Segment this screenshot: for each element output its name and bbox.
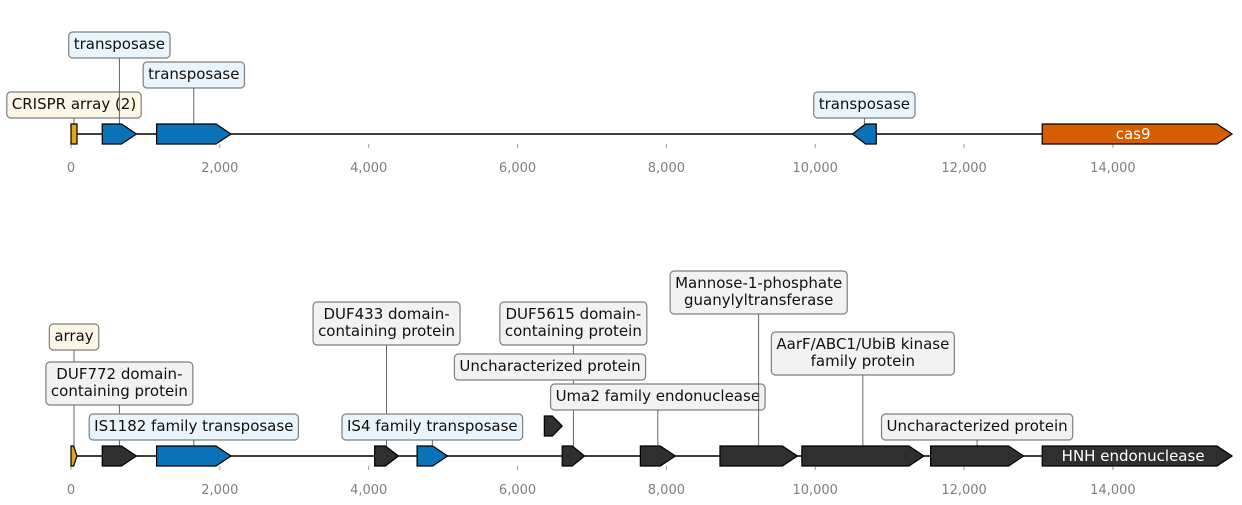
gene-feature — [416, 445, 449, 467]
gene-feature — [1041, 445, 1234, 467]
features: HNH endonuclease — [70, 415, 1234, 467]
gene-feature — [155, 445, 233, 467]
gene-inner-label: HNH endonuclease — [1062, 447, 1205, 465]
gene-feature — [70, 445, 78, 467]
feature-label: Mannose-1-phosphate guanylyltransferase — [669, 270, 848, 315]
axis-tick-label: 12,000 — [941, 483, 987, 498]
axis-tick-label: 0 — [67, 483, 75, 498]
feature-label-line: DUF433 domain- — [323, 305, 449, 323]
gene-feature — [155, 123, 233, 145]
feature-label-text: Uma2 family endonuclease — [556, 387, 761, 405]
gene-feature — [101, 123, 138, 145]
feature-label-line: DUF772 domain- — [56, 365, 182, 383]
feature-label: DUF433 domain-containing protein — [312, 301, 461, 346]
gene-feature — [719, 445, 799, 467]
feature-label-line: Uncharacterized protein — [886, 417, 1067, 435]
feature-label: transposase — [68, 31, 171, 59]
feature-label-text: AarF/ABC1/UbiB kinase family protein — [776, 335, 949, 370]
gene-inner-label: cas9 — [1116, 125, 1151, 143]
feature-label: Uma2 family endonuclease — [549, 383, 766, 411]
feature-labels: array DUF772 domain-containing protein IS1… — [45, 270, 1074, 446]
axis-tick-label: 4,000 — [350, 483, 387, 498]
gene-feature — [851, 123, 877, 145]
gene-feature — [374, 445, 400, 467]
feature-label-line: IS4 family transposase — [347, 417, 518, 435]
feature-label-text: IS1182 family transposase — [94, 417, 293, 435]
feature-label-floating-line: Uncharacterized protein — [459, 357, 640, 375]
gene-feature — [101, 445, 138, 467]
feature-label-floating-box — [453, 353, 647, 381]
axis-tick-label: 4,000 — [350, 161, 387, 176]
feature-label-text: Uncharacterized protein — [886, 417, 1067, 435]
axis-tick-label: 12,000 — [941, 161, 987, 176]
feature-label-line: AarF/ABC1/UbiB kinase — [776, 335, 949, 353]
axis-tick-label: 14,000 — [1090, 483, 1136, 498]
feature-label-line: guanylyltransferase — [684, 291, 833, 309]
feature-label: Uncharacterized protein — [880, 413, 1074, 441]
feature-label-text: array — [54, 327, 93, 345]
feature-label-text: DUF5615 domain-containing protein — [505, 305, 642, 340]
feature-label-text: transposase — [819, 95, 910, 113]
feature-label-line: IS1182 family transposase — [94, 417, 293, 435]
feature-label: DUF5615 domain-containing protein — [499, 301, 648, 346]
feature-label-text: transposase — [74, 35, 165, 53]
axis-tick-label: 10,000 — [792, 483, 838, 498]
gene-feature — [801, 445, 925, 467]
feature-label: CRISPR array (2) — [6, 91, 142, 119]
feature-label: IS1182 family transposase — [88, 413, 300, 441]
feature-label-line: Mannose-1-phosphate — [675, 274, 842, 292]
feature-label-floating: Uncharacterized protein — [453, 353, 647, 381]
axis-tick-label: 8,000 — [648, 161, 685, 176]
feature-label-floating-text: Uncharacterized protein — [459, 357, 640, 375]
feature-label-line: transposase — [819, 95, 910, 113]
axis-tick-label: 6,000 — [499, 161, 536, 176]
feature-label-line: CRISPR array (2) — [12, 95, 136, 113]
feature-label-line: family protein — [811, 352, 915, 370]
feature-label-text: IS4 family transposase — [347, 417, 518, 435]
feature-label-line: containing protein — [318, 322, 455, 340]
axis-tick-label: 10,000 — [792, 161, 838, 176]
feature-label-line: array — [54, 327, 93, 345]
gene-feature — [929, 445, 1025, 467]
features: cas9 — [70, 123, 1234, 145]
feature-label-text: DUF772 domain-containing protein — [51, 365, 188, 400]
feature-label: transposase — [142, 61, 246, 89]
gene-feature — [639, 445, 677, 467]
feature-label-line: containing protein — [51, 382, 188, 400]
feature-label-text: Mannose-1-phosphate guanylyltransferase — [675, 274, 842, 309]
gene-feature — [1041, 123, 1234, 145]
gene-feature — [561, 445, 586, 467]
feature-label-line: transposase — [74, 35, 165, 53]
feature-label-text: CRISPR array (2) — [12, 95, 136, 113]
axis-tick-label: 6,000 — [499, 483, 536, 498]
feature-label-line: containing protein — [505, 322, 642, 340]
axis-tick-label: 14,000 — [1090, 161, 1136, 176]
feature-label-text: DUF433 domain-containing protein — [318, 305, 455, 340]
feature-label: DUF772 domain-containing protein — [45, 361, 194, 406]
track-top: 0 2,000 4,000 6,000 8,000 10,000 12,000 14,000 C… — [6, 31, 1234, 176]
axis-ticks: 0 2,000 4,000 6,000 8,000 10,000 12,000 14,000 — [67, 466, 1136, 498]
feature-label: array — [48, 323, 100, 351]
gene-feature-floating — [543, 415, 564, 437]
axis-ticks: 0 2,000 4,000 6,000 8,000 10,000 12,000 14,000 — [67, 144, 1136, 176]
feature-label-line: DUF5615 domain- — [506, 305, 642, 323]
feature-labels: CRISPR array (2) transposase transposase tr… — [6, 31, 916, 124]
axis-tick-label: 8,000 — [648, 483, 685, 498]
axis-tick-label: 0 — [67, 161, 75, 176]
feature-label-line: transposase — [148, 65, 239, 83]
feature-label: transposase — [813, 91, 916, 119]
feature-label: IS4 family transposase — [341, 413, 524, 441]
feature-label: AarF/ABC1/UbiB kinase family protein — [770, 331, 955, 376]
axis-tick-label: 2,000 — [201, 161, 238, 176]
feature-label-line: Uma2 family endonuclease — [556, 387, 761, 405]
track-bottom: 0 2,000 4,000 6,000 8,000 10,000 12,000 14,000 a… — [45, 270, 1234, 498]
axis-tick-label: 2,000 — [201, 483, 238, 498]
gene-feature — [70, 123, 78, 145]
feature-label-text: transposase — [148, 65, 239, 83]
